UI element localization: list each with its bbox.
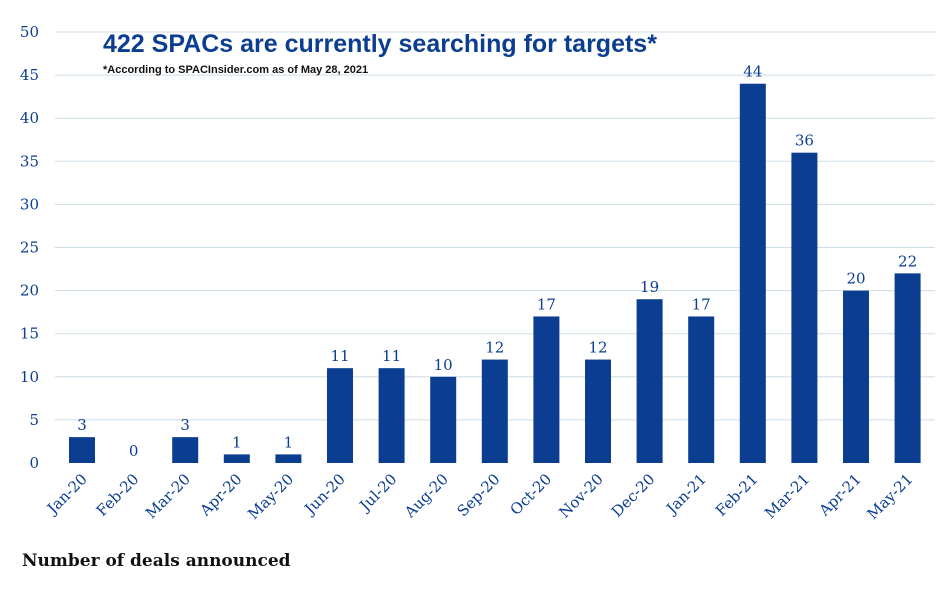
data-label: 0 — [129, 442, 139, 460]
bar-mar-20 — [172, 437, 199, 463]
bar-aug-20 — [430, 376, 457, 463]
data-label: 19 — [640, 278, 659, 296]
x-tick-label: Sep-20 — [453, 470, 503, 520]
x-tick-label: May-20 — [244, 470, 297, 523]
data-label: 20 — [846, 270, 865, 288]
data-label: 12 — [588, 339, 607, 357]
bar-oct-20 — [533, 316, 560, 463]
x-tick-label: Jan-20 — [42, 470, 91, 519]
bar-may-21 — [894, 273, 921, 463]
bar-sep-20 — [481, 359, 508, 463]
footer-label: Number of deals announced — [22, 551, 291, 571]
y-tick-label: 20 — [20, 282, 39, 300]
data-label: 3 — [77, 416, 87, 434]
x-tick-label: Nov-20 — [555, 470, 606, 521]
data-label: 10 — [434, 356, 453, 374]
data-label: 12 — [485, 339, 504, 357]
bars — [69, 83, 921, 463]
bar-jul-20 — [378, 368, 405, 463]
x-tick-label: Jun-20 — [300, 470, 349, 519]
data-label: 11 — [382, 347, 401, 365]
y-tick-label: 5 — [29, 411, 39, 429]
y-tick-label: 30 — [20, 195, 39, 213]
data-label: 1 — [232, 433, 242, 451]
bar-dec-20 — [636, 299, 663, 463]
bar-nov-20 — [585, 359, 611, 463]
bar-feb-21 — [739, 83, 766, 463]
y-tick-label: 15 — [20, 325, 39, 343]
x-tick-label: Feb-20 — [93, 470, 143, 520]
chart-title: 422 SPACs are currently searching for ta… — [103, 30, 657, 58]
x-tick-label: Feb-21 — [712, 470, 762, 520]
x-tick-label: Mar-20 — [142, 470, 194, 522]
data-label: 44 — [743, 63, 762, 81]
y-tick-label: 50 — [20, 23, 39, 41]
bar-apr-21 — [843, 290, 869, 463]
bar-jan-20 — [69, 437, 95, 463]
data-label: 36 — [795, 132, 814, 150]
x-tick-label: Jul-20 — [355, 470, 401, 516]
x-tick-label: May-21 — [863, 470, 916, 523]
gridlines — [55, 31, 935, 421]
x-tick-label: Apr-20 — [196, 470, 246, 520]
bar-mar-21 — [791, 152, 818, 463]
y-axis-ticks: 0 5 10 15 20 25 30 35 40 45 50 — [20, 23, 39, 472]
bar-jun-20 — [327, 368, 353, 463]
data-label: 1 — [284, 433, 294, 451]
y-tick-label: 25 — [20, 239, 39, 257]
x-tick-label: Oct-20 — [507, 470, 556, 519]
data-label: 11 — [330, 347, 349, 365]
x-tick-label: Mar-21 — [761, 470, 813, 522]
x-tick-label: Jan-21 — [661, 470, 710, 519]
bar-jan-21 — [688, 316, 715, 463]
y-tick-label: 0 — [29, 454, 39, 472]
chart-subtitle: *According to SPACInsider.com as of May … — [103, 64, 368, 76]
data-label: 17 — [537, 295, 556, 313]
x-tick-label: Aug-20 — [400, 470, 452, 522]
y-tick-label: 40 — [20, 109, 39, 127]
bar-may-20 — [275, 454, 302, 463]
data-label: 22 — [898, 252, 917, 270]
x-tick-label: Dec-20 — [608, 470, 659, 521]
bar-apr-20 — [223, 454, 250, 463]
x-tick-label: Apr-21 — [815, 470, 865, 520]
data-label: 17 — [692, 295, 711, 313]
data-label: 3 — [180, 416, 190, 434]
y-tick-label: 45 — [20, 66, 39, 84]
y-tick-label: 10 — [20, 368, 39, 386]
y-tick-label: 35 — [20, 152, 39, 170]
